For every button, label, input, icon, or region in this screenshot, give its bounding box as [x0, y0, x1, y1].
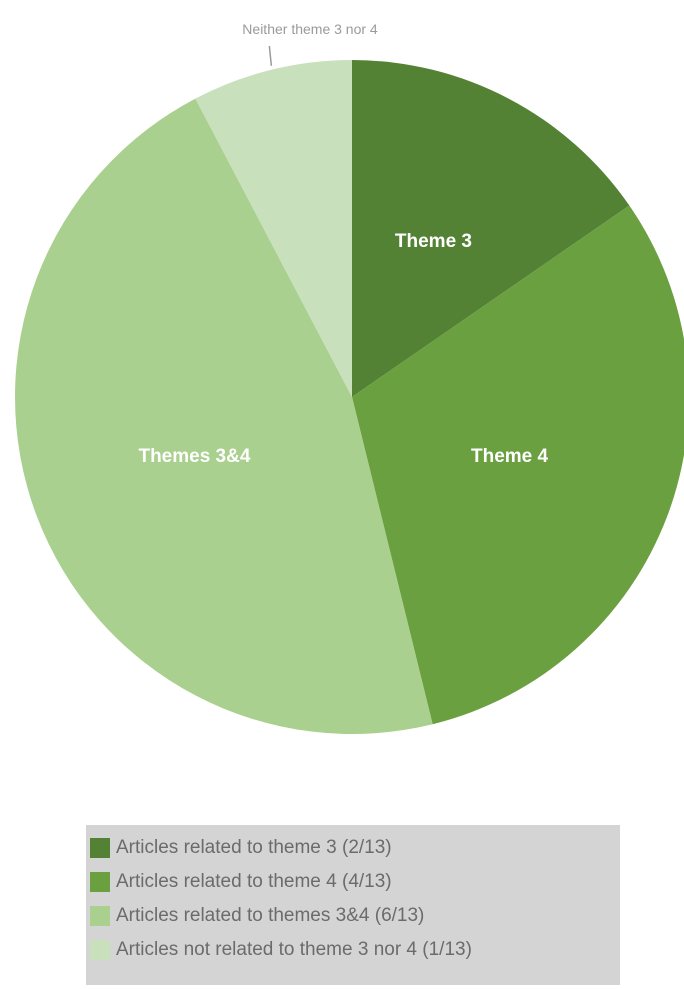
- slice-label-themes-3-4: Themes 3&4: [138, 446, 250, 467]
- legend-label-theme-3: Articles related to theme 3 (2/13): [116, 837, 392, 858]
- legend-swatch-theme-4: [90, 872, 110, 892]
- pie-slice-themes-3-4: [14, 98, 433, 735]
- legend-label-themes-3-4: Articles related to themes 3&4 (6/13): [116, 905, 425, 926]
- legend-item-theme-4: Articles related to theme 4 (4/13): [90, 865, 620, 899]
- slice-label-theme-3: Theme 3: [395, 231, 472, 252]
- legend-item-themes-3-4: Articles related to themes 3&4 (6/13): [90, 899, 620, 933]
- legend-label-theme-4: Articles related to theme 4 (4/13): [116, 871, 392, 892]
- pie-chart-plot: Theme 3 Theme 4 Themes 3&4 Neither theme 3 …: [14, 21, 684, 735]
- legend-label-neither: Articles not related to theme 3 nor 4 (1…: [116, 939, 472, 960]
- pie-slice-neither: [195, 60, 352, 397]
- slice-label-neither: Neither theme 3 nor 4: [242, 21, 378, 37]
- legend-swatch-neither: [90, 940, 110, 960]
- slice-label-theme-4: Theme 4: [471, 446, 549, 467]
- legend-swatch-themes-3-4: [90, 906, 110, 926]
- callout-leader-neither: [268, 45, 273, 66]
- legend-item-neither: Articles not related to theme 3 nor 4 (1…: [90, 933, 620, 967]
- pie-slice-theme-3: [352, 60, 630, 397]
- chart-legend: Articles related to theme 3 (2/13) Artic…: [86, 825, 620, 985]
- legend-item-theme-3: Articles related to theme 3 (2/13): [90, 831, 620, 865]
- legend-swatch-theme-3: [90, 838, 110, 858]
- pie-slice-theme-4: [352, 205, 684, 725]
